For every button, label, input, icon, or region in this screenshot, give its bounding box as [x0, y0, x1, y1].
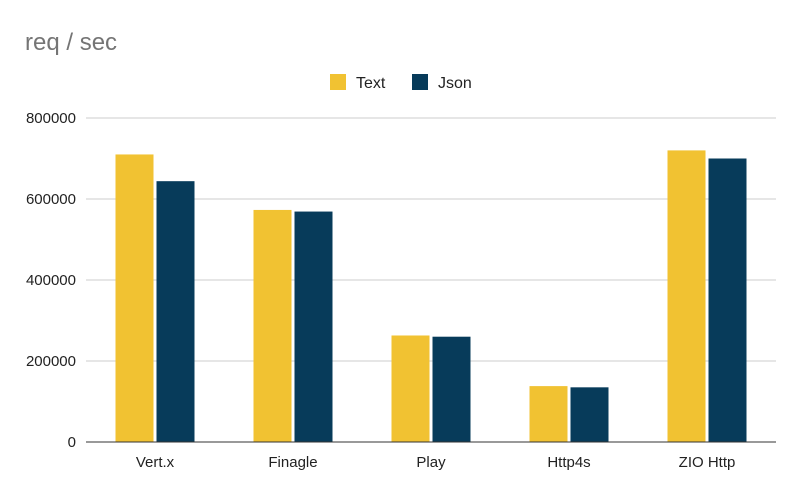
bar-json [156, 181, 195, 442]
bar-json [570, 387, 609, 442]
bar-text [667, 150, 706, 442]
bar-text [253, 209, 292, 442]
x-axis-ticks: Vert.x Finagle Play Http4s ZIO Http [136, 454, 736, 471]
y-axis-ticks: 0 200000 400000 600000 800000 [26, 110, 76, 451]
x-tick-label: Finagle [268, 454, 317, 471]
bars [115, 150, 747, 442]
gridlines [86, 117, 776, 362]
y-tick-label: 200000 [26, 353, 76, 370]
y-tick-label: 600000 [26, 191, 76, 208]
y-tick-label: 400000 [26, 272, 76, 289]
chart-legend: Text Json [330, 74, 472, 92]
bar-json [432, 336, 471, 442]
bar-text [529, 386, 568, 442]
x-tick-label: Play [416, 454, 446, 471]
legend-swatch-json [412, 74, 428, 90]
x-tick-label: Http4s [547, 454, 590, 471]
bar-text [115, 154, 154, 442]
bar-json [708, 158, 747, 442]
y-tick-label: 800000 [26, 110, 76, 127]
legend-label-json: Json [438, 75, 472, 92]
legend-label-text: Text [356, 75, 386, 92]
y-tick-label: 0 [68, 434, 76, 451]
legend-swatch-text [330, 74, 346, 90]
bar-json [294, 211, 333, 442]
bar-text [391, 335, 430, 442]
x-tick-label: Vert.x [136, 454, 175, 471]
x-tick-label: ZIO Http [679, 454, 736, 471]
chart-title: req / sec [25, 29, 117, 56]
